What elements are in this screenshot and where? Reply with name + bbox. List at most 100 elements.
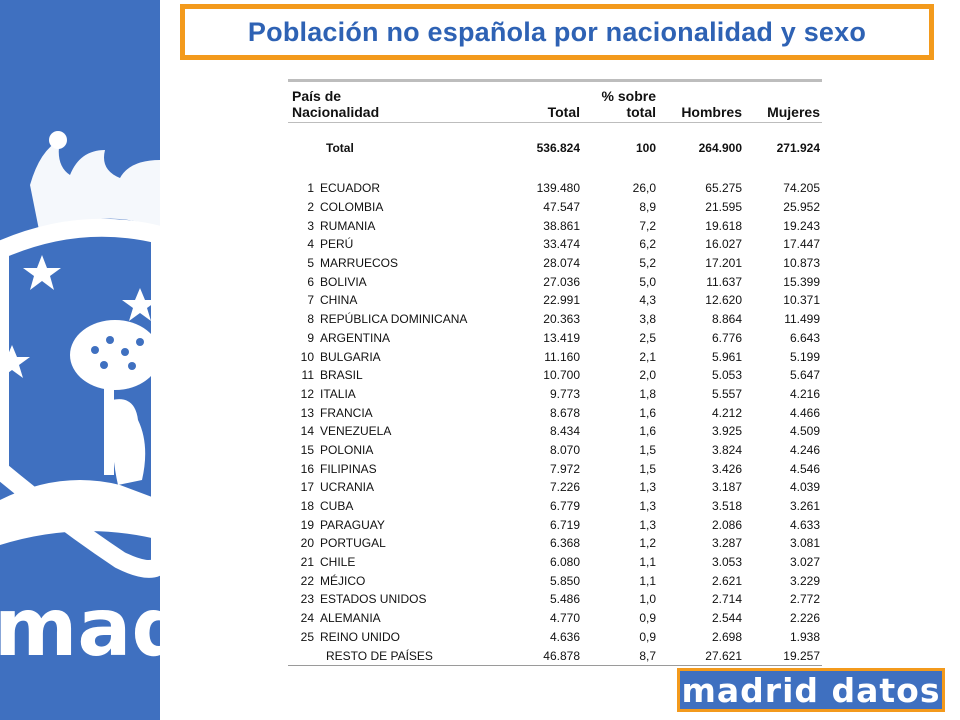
cell-total: 5.850: [549, 573, 580, 588]
country-name: REINO UNIDO: [320, 629, 401, 644]
cell-men: 65.275: [705, 181, 742, 196]
table-row: 19 PARAGUAY 6.719 1,3 2.086 4.633: [288, 515, 822, 534]
country-name: BULGARIA: [320, 349, 381, 364]
header-women: Mujeres: [767, 104, 820, 120]
table-row: 11 BRASIL 10.700 2,0 5.053 5.647: [288, 366, 822, 385]
country-name: FRANCIA: [320, 405, 373, 420]
cell-men: 6.776: [711, 330, 742, 345]
cell-pct: 1,1: [639, 555, 656, 570]
table-row: 17 UCRANIA 7.226 1,3 3.187 4.039: [288, 478, 822, 497]
population-table: País de Nacionalidad Total % sobre total…: [288, 79, 822, 666]
cell-total: 33.474: [543, 237, 580, 252]
cell-men: 2.714: [711, 592, 742, 607]
country-cell: 10 BULGARIA: [288, 347, 488, 366]
rank-number: 8: [307, 312, 314, 327]
cell-pct: 1,6: [639, 424, 656, 439]
country-cell: 6 BOLIVIA: [288, 272, 488, 291]
cell-men: 5.961: [711, 349, 742, 364]
header-country-label: País de Nacionalidad: [292, 88, 380, 120]
rest-row: RESTO DE PAÍSES 46.878 8,7 27.621 19.257: [288, 646, 822, 666]
country-name: BRASIL: [320, 368, 363, 383]
cell-pct: 1,1: [639, 573, 656, 588]
rank-number: 25: [300, 629, 314, 644]
rank-number: 6: [307, 274, 314, 289]
cell-pct: 8,9: [639, 200, 656, 215]
rank-number: 12: [300, 386, 314, 401]
cell-total: 13.419: [543, 330, 580, 345]
cell-women: 3.261: [789, 499, 820, 514]
cell-total: 28.074: [543, 256, 580, 271]
country-cell: 14 VENEZUELA: [288, 422, 488, 441]
cell-men: 2.086: [711, 517, 742, 532]
cell-pct: 1,2: [639, 536, 656, 551]
rank-number: 16: [300, 461, 314, 476]
rank-number: 13: [300, 405, 314, 420]
country-name: MÉJICO: [320, 573, 366, 588]
cell-pct: 4,3: [639, 293, 656, 308]
rest-women: 19.257: [783, 648, 820, 663]
country-cell: 18 CUBA: [288, 497, 488, 516]
country-name: POLONIA: [320, 442, 374, 457]
country-cell: 12 ITALIA: [288, 385, 488, 404]
country-cell: 23 ESTADOS UNIDOS: [288, 590, 488, 609]
rank-number: 19: [300, 517, 314, 532]
country-cell: 16 FILIPINAS: [288, 459, 488, 478]
cell-total: 22.991: [543, 293, 580, 308]
cell-pct: 3,8: [639, 312, 656, 327]
cell-total: 4.770: [549, 611, 580, 626]
country-cell: 22 MÉJICO: [288, 571, 488, 590]
cell-women: 6.643: [789, 330, 820, 345]
cell-women: 2.772: [789, 592, 820, 607]
cell-total: 7.972: [549, 461, 580, 476]
rank-number: 23: [300, 592, 314, 607]
cell-total: 8.434: [549, 424, 580, 439]
rank-number: 17: [300, 480, 314, 495]
cell-women: 4.633: [789, 517, 820, 532]
cell-men: 19.618: [705, 218, 742, 233]
table-row: 21 CHILE 6.080 1,1 3.053 3.027: [288, 553, 822, 572]
cell-men: 2.698: [711, 629, 742, 644]
country-name: PARAGUAY: [320, 517, 385, 532]
total-label: Total: [326, 141, 354, 155]
cell-pct: 1,3: [639, 499, 656, 514]
cell-women: 4.546: [789, 461, 820, 476]
rest-total: 46.878: [543, 648, 580, 663]
country-cell: 19 PARAGUAY: [288, 515, 488, 534]
country-name: VENEZUELA: [320, 424, 392, 439]
table-row: 8 REPÚBLICA DOMINICANA 20.363 3,8 8.864 11.49…: [288, 310, 822, 329]
country-cell: 2 COLOMBIA: [288, 198, 488, 217]
country-cell: 9 ARGENTINA: [288, 329, 488, 348]
cell-pct: 1,6: [639, 405, 656, 420]
cell-men: 12.620: [705, 293, 742, 308]
country-name: CHINA: [320, 293, 358, 308]
total-total: 536.824: [536, 141, 580, 155]
table-row: 16 FILIPINAS 7.972 1,5 3.426 4.546: [288, 459, 822, 478]
cell-men: 17.201: [705, 256, 742, 271]
cell-women: 11.499: [784, 312, 820, 327]
table-row: 3 RUMANIA 38.861 7,2 19.618 19.243: [288, 216, 822, 235]
cell-total: 5.486: [549, 592, 580, 607]
cell-total: 20.363: [543, 312, 580, 327]
cell-women: 4.246: [789, 442, 820, 457]
table-row: 25 REINO UNIDO 4.636 0,9 2.698 1.938: [288, 628, 822, 647]
country-cell: 11 BRASIL: [288, 366, 488, 385]
country-cell: 3 RUMANIA: [288, 216, 488, 235]
rank-number: 24: [300, 611, 314, 626]
cell-pct: 2,1: [639, 349, 656, 364]
rank-number: 21: [300, 555, 314, 570]
country-name: ECUADOR: [320, 181, 381, 196]
cell-pct: 1,3: [639, 480, 656, 495]
cell-pct: 26,0: [632, 181, 656, 196]
page-title: Población no española por nacionalidad y…: [247, 16, 867, 47]
cell-men: 3.925: [711, 424, 742, 439]
rank-number: 10: [300, 349, 314, 364]
cell-total: 4.636: [549, 629, 580, 644]
cell-pct: 6,2: [639, 237, 656, 252]
country-name: ITALIA: [320, 386, 356, 401]
country-name: PERÚ: [320, 237, 354, 252]
cell-total: 38.861: [543, 218, 580, 233]
rank-number: 22: [300, 573, 314, 588]
cell-men: 3.426: [711, 461, 742, 476]
cell-total: 11.160: [544, 349, 580, 364]
cell-pct: 7,2: [639, 218, 656, 233]
